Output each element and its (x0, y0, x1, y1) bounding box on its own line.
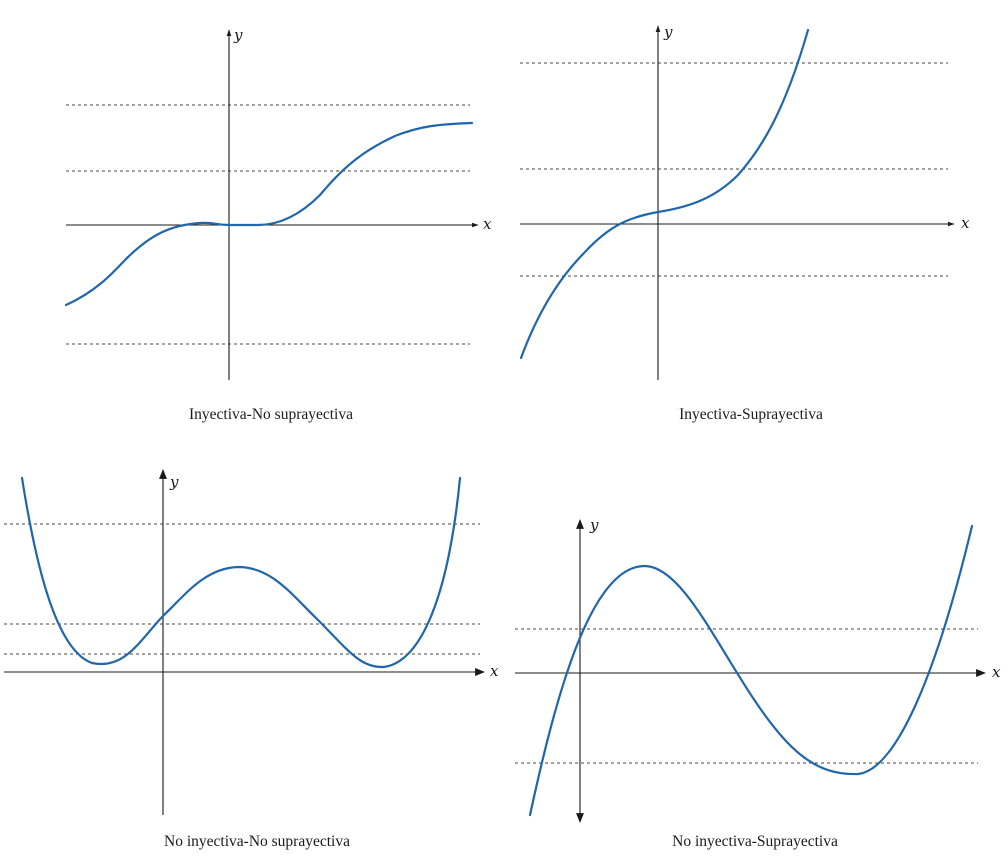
x-axis-label: x (992, 663, 1001, 681)
x-axis-label: x (490, 662, 499, 680)
x-axis-label: x (961, 214, 970, 232)
x-axis-label: x (483, 215, 492, 233)
function-curve (20, 476, 462, 669)
caption: No inyectiva-No suprayectiva (164, 833, 350, 850)
y-axis-label: y (233, 26, 243, 44)
caption: No inyectiva-Suprayectiva (672, 833, 838, 850)
caption: Inyectiva-No suprayectiva (189, 406, 353, 423)
panel-injective-surjective: x y Inyectiva-Suprayectiva (519, 23, 970, 423)
function-curve (519, 28, 810, 360)
panel-injective-not-surjective: x y Inyectiva-No suprayectiva (64, 26, 492, 423)
panel-not-injective-not-surjective: x y No inyectiva-No suprayectiva (4, 469, 499, 850)
function-curve (64, 121, 474, 307)
panel-not-injective-surjective: x y No inyectiva-Suprayectiva (515, 516, 1001, 850)
function-curve (528, 524, 974, 817)
caption: Inyectiva-Suprayectiva (679, 406, 823, 423)
y-axis-label: y (663, 23, 673, 41)
y-axis-label: y (169, 473, 179, 491)
y-axis-label: y (589, 516, 599, 534)
